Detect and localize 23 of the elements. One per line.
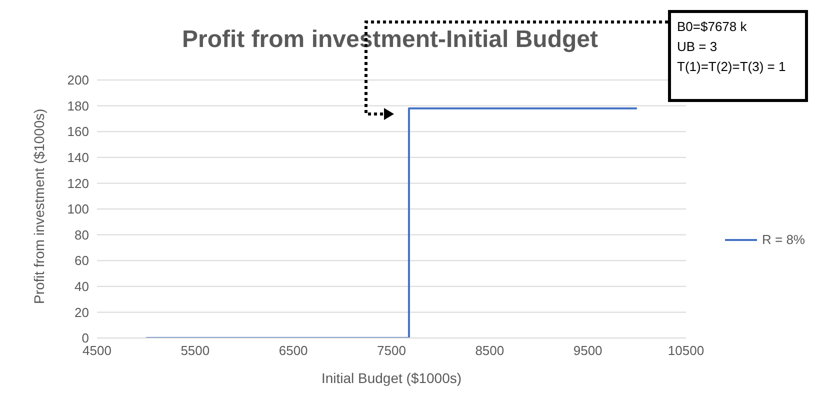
x-axis-title: Initial Budget ($1000s)	[321, 370, 462, 386]
x-tick-label: 5500	[180, 343, 210, 358]
x-tick-label: 4500	[82, 343, 112, 358]
y-tick-label: 60	[74, 253, 89, 268]
y-tick-label: 200	[67, 72, 89, 88]
x-tick-label: 6500	[278, 343, 308, 358]
y-tick-label: 100	[67, 202, 89, 217]
y-tick-label: 20	[74, 304, 89, 320]
y-tick-label: 40	[74, 279, 89, 294]
x-tick-label: 9500	[573, 343, 602, 358]
x-tick-label: 8500	[475, 343, 504, 358]
y-tick-label: 140	[67, 150, 89, 166]
y-tick-label: 120	[67, 176, 89, 191]
y-tick-label: 80	[74, 227, 89, 242]
x-tick-label: 7500	[377, 343, 406, 358]
legend-label: R = 8%	[762, 232, 805, 247]
x-tick-label: 10500	[668, 343, 704, 358]
note-box: B0=$7678 k UB = 3 T(1)=T(2)=T(3) = 1	[668, 10, 808, 102]
y-tick-label: 160	[67, 124, 89, 140]
y-axis-title: Profit from investment ($1000s)	[30, 108, 47, 304]
y-tick-label: 180	[67, 98, 89, 114]
y-tick-label: 0	[82, 330, 89, 346]
chart-title: Profit from investment-Initial Budget	[182, 26, 598, 53]
